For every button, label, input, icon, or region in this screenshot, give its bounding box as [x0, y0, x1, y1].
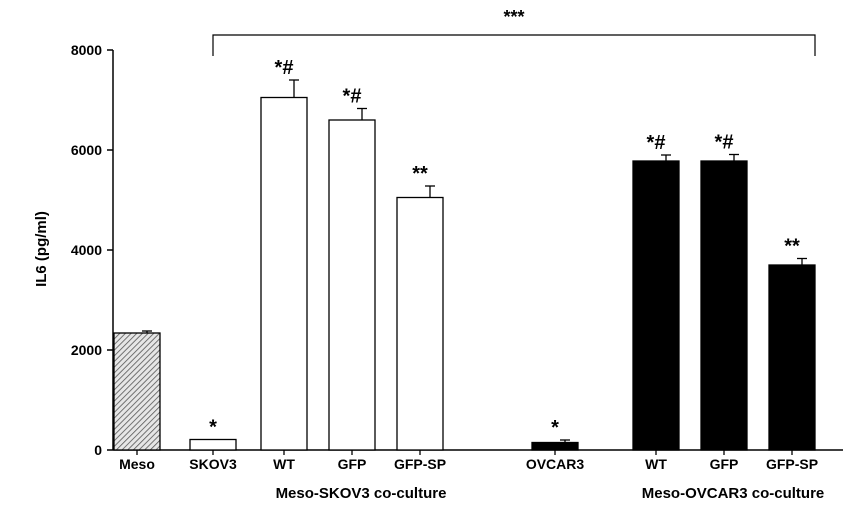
significance-label: *** [503, 7, 524, 27]
group-label: Meso-SKOV3 co-culture [276, 485, 447, 502]
significance-bracket [212, 34, 816, 56]
y-tick-label: 2000 [71, 342, 102, 358]
bar-annotation: *# [343, 86, 362, 108]
bar [632, 160, 680, 451]
y-tick-label: 6000 [71, 142, 102, 158]
y-tick-label: 4000 [71, 242, 102, 258]
category-label: GFP [710, 456, 739, 472]
bar [189, 438, 237, 451]
bar-annotation: * [551, 417, 559, 439]
y-tick-label: 0 [94, 442, 102, 458]
bar-annotation: * [209, 417, 217, 439]
bar [260, 96, 308, 451]
category-label: OVCAR3 [526, 456, 585, 472]
category-label: GFP-SP [394, 456, 446, 472]
bar-annotation: ** [784, 236, 800, 258]
category-label: GFP-SP [766, 456, 818, 472]
bars [113, 79, 816, 451]
bar [328, 119, 376, 451]
group-label: Meso-OVCAR3 co-culture [642, 485, 825, 502]
bar-annotation: *# [275, 57, 294, 79]
category-label: WT [645, 456, 667, 472]
category-label: GFP [338, 456, 367, 472]
category-label: WT [273, 456, 295, 472]
labels: Meso * SKOV3 *# WT *# GFP ** GFP-SP * OVCAR3 *# WT *#… [119, 7, 824, 502]
bar-annotation: ** [412, 163, 428, 185]
bar [531, 441, 579, 451]
bar [396, 196, 444, 451]
bar [700, 160, 748, 451]
y-tick-label: 8000 [71, 42, 102, 58]
bar-annotation: *# [647, 132, 666, 154]
bar-annotation: *# [715, 132, 734, 154]
category-label: SKOV3 [189, 456, 237, 472]
y-axis-label: IL6 (pg/ml) [33, 211, 50, 287]
bar [113, 332, 161, 451]
bar [768, 264, 816, 451]
category-label: Meso [119, 456, 155, 472]
